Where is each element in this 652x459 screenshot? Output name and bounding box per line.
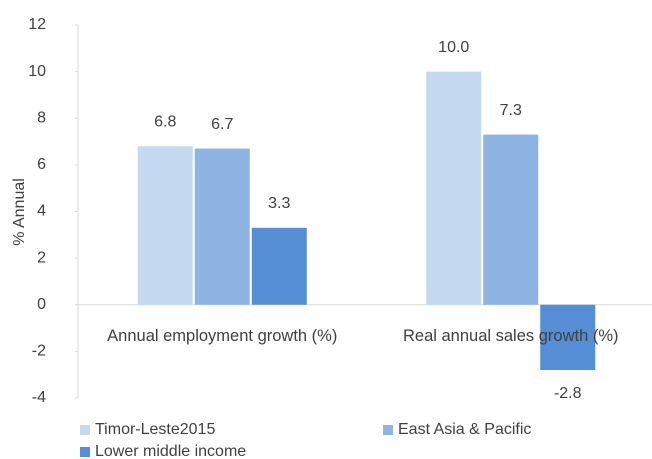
legend-label: East Asia & Pacific [398,421,531,438]
data-label: 7.3 [500,102,522,119]
x-tick-label: Annual employment growth (%) [107,326,338,345]
y-tick-label: 10 [28,63,46,80]
y-tick-label: 8 [37,109,46,126]
data-label: 3.3 [268,195,290,212]
y-tick-label: 4 [37,203,46,220]
y-tick-label: 6 [37,156,46,173]
bar [251,227,307,305]
y-tick-label: 0 [37,296,46,313]
legend-swatch [383,425,393,435]
y-tick-label: -4 [32,389,46,406]
legend-swatch [80,425,90,435]
data-label: 6.8 [154,113,176,130]
y-tick-label: 12 [28,16,46,33]
data-label: 10.0 [438,39,469,56]
bar [426,71,482,305]
x-tick-label: Real annual sales growth (%) [402,326,619,345]
bar [483,134,539,305]
y-axis-label: % Annual [11,178,28,246]
legend-label: Timor-Leste2015 [95,421,215,438]
bar [540,304,596,371]
data-label: 6.7 [211,116,233,133]
y-tick-label: -2 [32,343,46,360]
data-label: -2.8 [554,385,582,402]
bar [137,146,193,305]
legend-swatch [80,447,90,457]
y-tick-label: 2 [37,249,46,266]
bar [194,148,250,305]
legend-label: Lower middle income [95,443,246,459]
